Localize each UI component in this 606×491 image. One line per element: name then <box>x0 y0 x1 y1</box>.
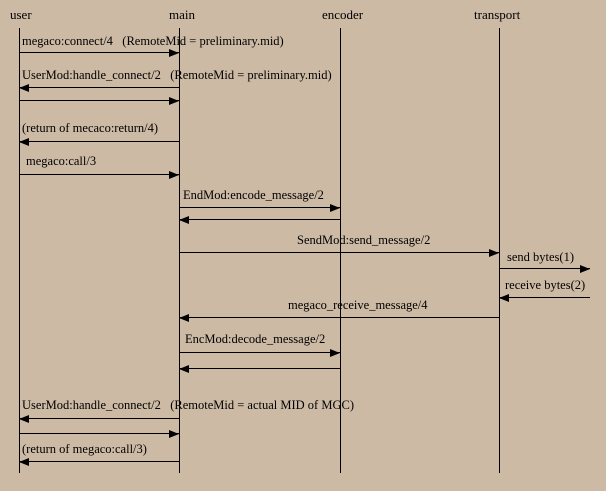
arrowhead-right-icon <box>330 203 340 212</box>
arrowhead-left-icon <box>179 364 189 373</box>
message-label: megaco:connect/4 (RemoteMid = preliminar… <box>22 34 284 48</box>
message-label: receive bytes(2) <box>505 278 586 292</box>
arrowhead-right-icon <box>169 48 179 57</box>
message-arrow-line <box>179 219 340 220</box>
message-label: EncMod:decode_message/2 <box>185 332 326 346</box>
message-arrow-line <box>19 418 179 419</box>
message-arrow-line <box>19 87 179 88</box>
message-arrow-line <box>19 461 179 462</box>
message-arrow-line <box>499 268 590 269</box>
message-arrow-line <box>19 433 179 434</box>
arrowhead-right-icon <box>169 170 179 179</box>
message-label: UserMod:handle_connect/2 (RemoteMid = ac… <box>22 398 354 412</box>
message-label: SendMod:send_message/2 <box>297 233 431 247</box>
message-arrow-line <box>179 317 499 318</box>
lifeline-user <box>19 28 20 473</box>
message-label: megaco:call/3 <box>26 154 97 168</box>
arrowhead-left-icon <box>499 293 509 302</box>
lifeline-transport <box>499 28 500 473</box>
message-label: EndMod:encode_message/2 <box>183 188 324 202</box>
arrowhead-left-icon <box>19 414 29 423</box>
arrowhead-left-icon <box>179 313 189 322</box>
message-arrow-line <box>179 207 340 208</box>
arrowhead-left-icon <box>19 137 29 146</box>
arrowhead-right-icon <box>580 264 590 273</box>
message-arrow-line <box>179 368 340 369</box>
lifeline-main <box>179 28 180 473</box>
arrowhead-left-icon <box>19 83 29 92</box>
message-label: UserMod:handle_connect/2 (RemoteMid = pr… <box>22 68 332 82</box>
lifeline-label-main: main <box>169 7 195 22</box>
arrowhead-left-icon <box>19 457 29 466</box>
arrowhead-left-icon <box>179 215 189 224</box>
message-label: send bytes(1) <box>507 250 574 264</box>
lifeline-label-encoder: encoder <box>322 7 364 22</box>
message-arrow-line <box>19 52 179 53</box>
arrowhead-right-icon <box>489 248 499 257</box>
message-arrow-line <box>179 252 499 253</box>
message-label: (return of mecaco:return/4) <box>22 121 159 135</box>
message-label: megaco_receive_message/4 <box>288 298 428 312</box>
arrowhead-right-icon <box>169 429 179 438</box>
arrowhead-right-icon <box>330 348 340 357</box>
message-arrow-line <box>19 174 179 175</box>
message-arrow-line <box>19 100 179 101</box>
lifeline-label-transport: transport <box>474 7 521 22</box>
message-arrow-line <box>179 352 340 353</box>
message-arrow-line <box>499 297 590 298</box>
arrowhead-right-icon <box>169 96 179 105</box>
message-label: (return of megaco:call/3) <box>22 442 147 456</box>
message-arrow-line <box>19 141 179 142</box>
lifeline-encoder <box>340 28 341 473</box>
lifeline-label-user: user <box>10 7 32 22</box>
